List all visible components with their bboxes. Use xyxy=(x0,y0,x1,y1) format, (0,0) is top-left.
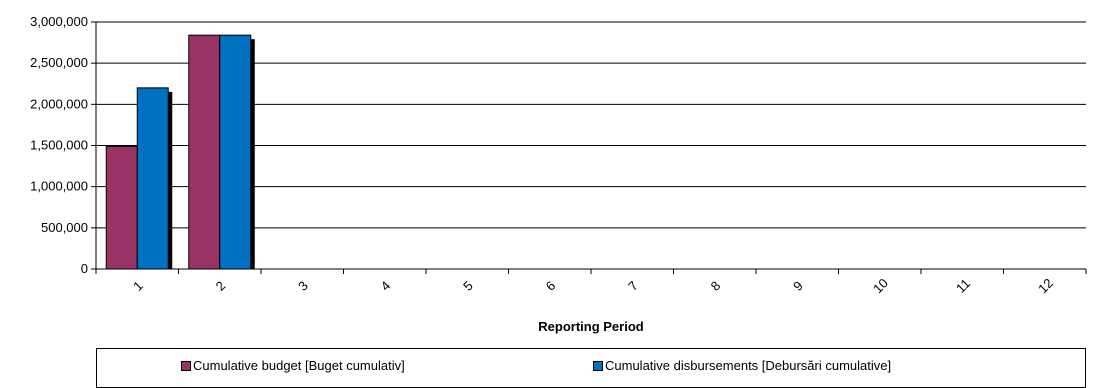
y-tick-label: 500,000 xyxy=(41,220,88,235)
bar-chart: 0 500,000 1,000,000 1,500,000 2,000,000 2,500… xyxy=(30,14,1087,334)
bar-disbursements xyxy=(136,87,169,270)
x-tick-label: 10 xyxy=(870,275,891,296)
x-tick-label: 6 xyxy=(543,278,559,294)
x-tick-label: 1 xyxy=(130,278,146,294)
bar-budget xyxy=(188,34,221,270)
bar-shadow xyxy=(250,39,255,269)
x-tick-label: 9 xyxy=(790,278,806,294)
gridlines xyxy=(96,21,1086,229)
y-axis-ticks: 0 500,000 1,000,000 1,500,000 2,000,000 2,500… xyxy=(30,14,96,276)
y-tick-label: 2,500,000 xyxy=(30,55,88,70)
legend-item-budget: Cumulative budget [Buget cumulativ] xyxy=(181,358,405,373)
y-tick-label: 0 xyxy=(81,261,88,276)
x-tick-label: 11 xyxy=(953,276,973,296)
legend-label-budget: Cumulative budget [Buget cumulativ] xyxy=(193,358,405,373)
legend-label-disbursements: Cumulative disbursements [Debursări cumu… xyxy=(605,358,892,373)
x-tick-label: 12 xyxy=(1035,275,1056,296)
x-tick-label: 7 xyxy=(625,278,641,294)
legend: Cumulative budget [Buget cumulativ] Cumu… xyxy=(96,348,1086,388)
bar-shadow xyxy=(168,91,173,269)
y-tick-label: 1,000,000 xyxy=(30,179,88,194)
x-tick-label: 3 xyxy=(295,278,311,294)
bars xyxy=(105,34,255,270)
y-tick-label: 1,500,000 xyxy=(30,138,88,153)
y-tick-label: 2,000,000 xyxy=(30,96,88,111)
legend-swatch-disbursements xyxy=(593,360,603,371)
legend-item-disbursements: Cumulative disbursements [Debursări cumu… xyxy=(593,358,891,373)
bar-disbursements xyxy=(219,34,252,270)
x-tick-label: 5 xyxy=(460,278,476,294)
legend-swatch-budget xyxy=(181,360,191,371)
x-tick-label: 8 xyxy=(708,278,724,294)
x-tick-label: 2 xyxy=(213,278,229,294)
bar-budget xyxy=(105,145,138,270)
y-tick-label: 3,000,000 xyxy=(30,14,88,29)
x-tick-label: 4 xyxy=(378,278,394,294)
x-axis-title: Reporting Period xyxy=(538,319,644,334)
x-axis-ticks: 1 2 3 4 5 6 7 8 9 10 11 12 xyxy=(95,269,1087,296)
